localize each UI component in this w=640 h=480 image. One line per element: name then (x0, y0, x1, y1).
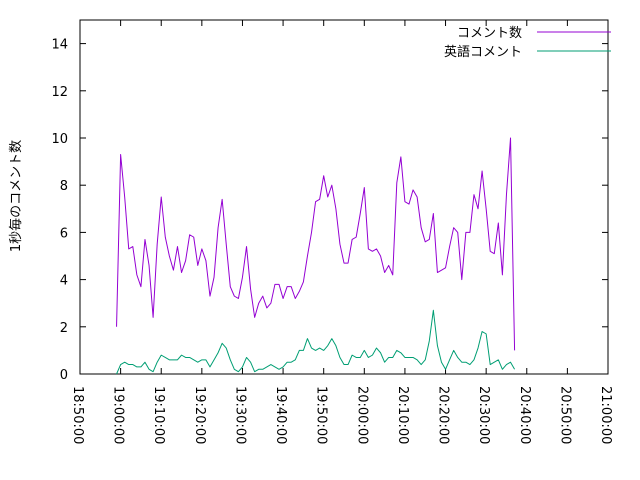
y-tick-label: 2 (60, 321, 68, 336)
y-tick-label: 0 (60, 368, 68, 383)
legend-label-1: 英語コメント (444, 44, 522, 60)
plot-frame (79, 19, 609, 375)
x-tick-label: 20:50:00 (557, 386, 572, 444)
series-line-1 (116, 309, 516, 375)
x-tick-label: 19:10:00 (151, 386, 166, 444)
x-tick-label: 20:00:00 (354, 386, 369, 444)
y-tick-label: 4 (60, 274, 68, 289)
x-tick-label: 21:00:00 (598, 386, 613, 444)
y-axis-ticks: 0 2 4 6 8 10 12 14 (51, 38, 608, 383)
x-axis-ticks: 18:50:00 19:00:00 19:10:00 19:20:00 19:30:00… (70, 20, 613, 444)
y-tick-label: 14 (51, 38, 68, 53)
x-tick-label: 19:00:00 (111, 386, 126, 444)
y-axis-label: 1秒毎のコメント数 (8, 140, 24, 252)
legend-label-0: コメント数 (457, 26, 522, 41)
plot-border (79, 19, 609, 375)
y-tick-label: 8 (60, 179, 68, 194)
x-tick-label: 19:50:00 (314, 386, 329, 444)
series-line-0 (116, 137, 516, 351)
y-tick-label: 12 (51, 85, 68, 100)
x-tick-label: 19:20:00 (192, 386, 207, 444)
y-tick-label: 10 (51, 132, 68, 147)
x-tick-label: 20:20:00 (436, 386, 451, 444)
x-tick-label: 19:40:00 (273, 386, 288, 444)
x-tick-label: 20:30:00 (476, 386, 491, 444)
series-layer (116, 137, 516, 375)
x-tick-label: 20:10:00 (395, 386, 410, 444)
y-tick-label: 6 (60, 226, 68, 241)
x-tick-label: 19:30:00 (232, 386, 247, 444)
x-tick-label: 18:50:00 (70, 386, 85, 444)
x-tick-label: 20:40:00 (517, 386, 532, 444)
